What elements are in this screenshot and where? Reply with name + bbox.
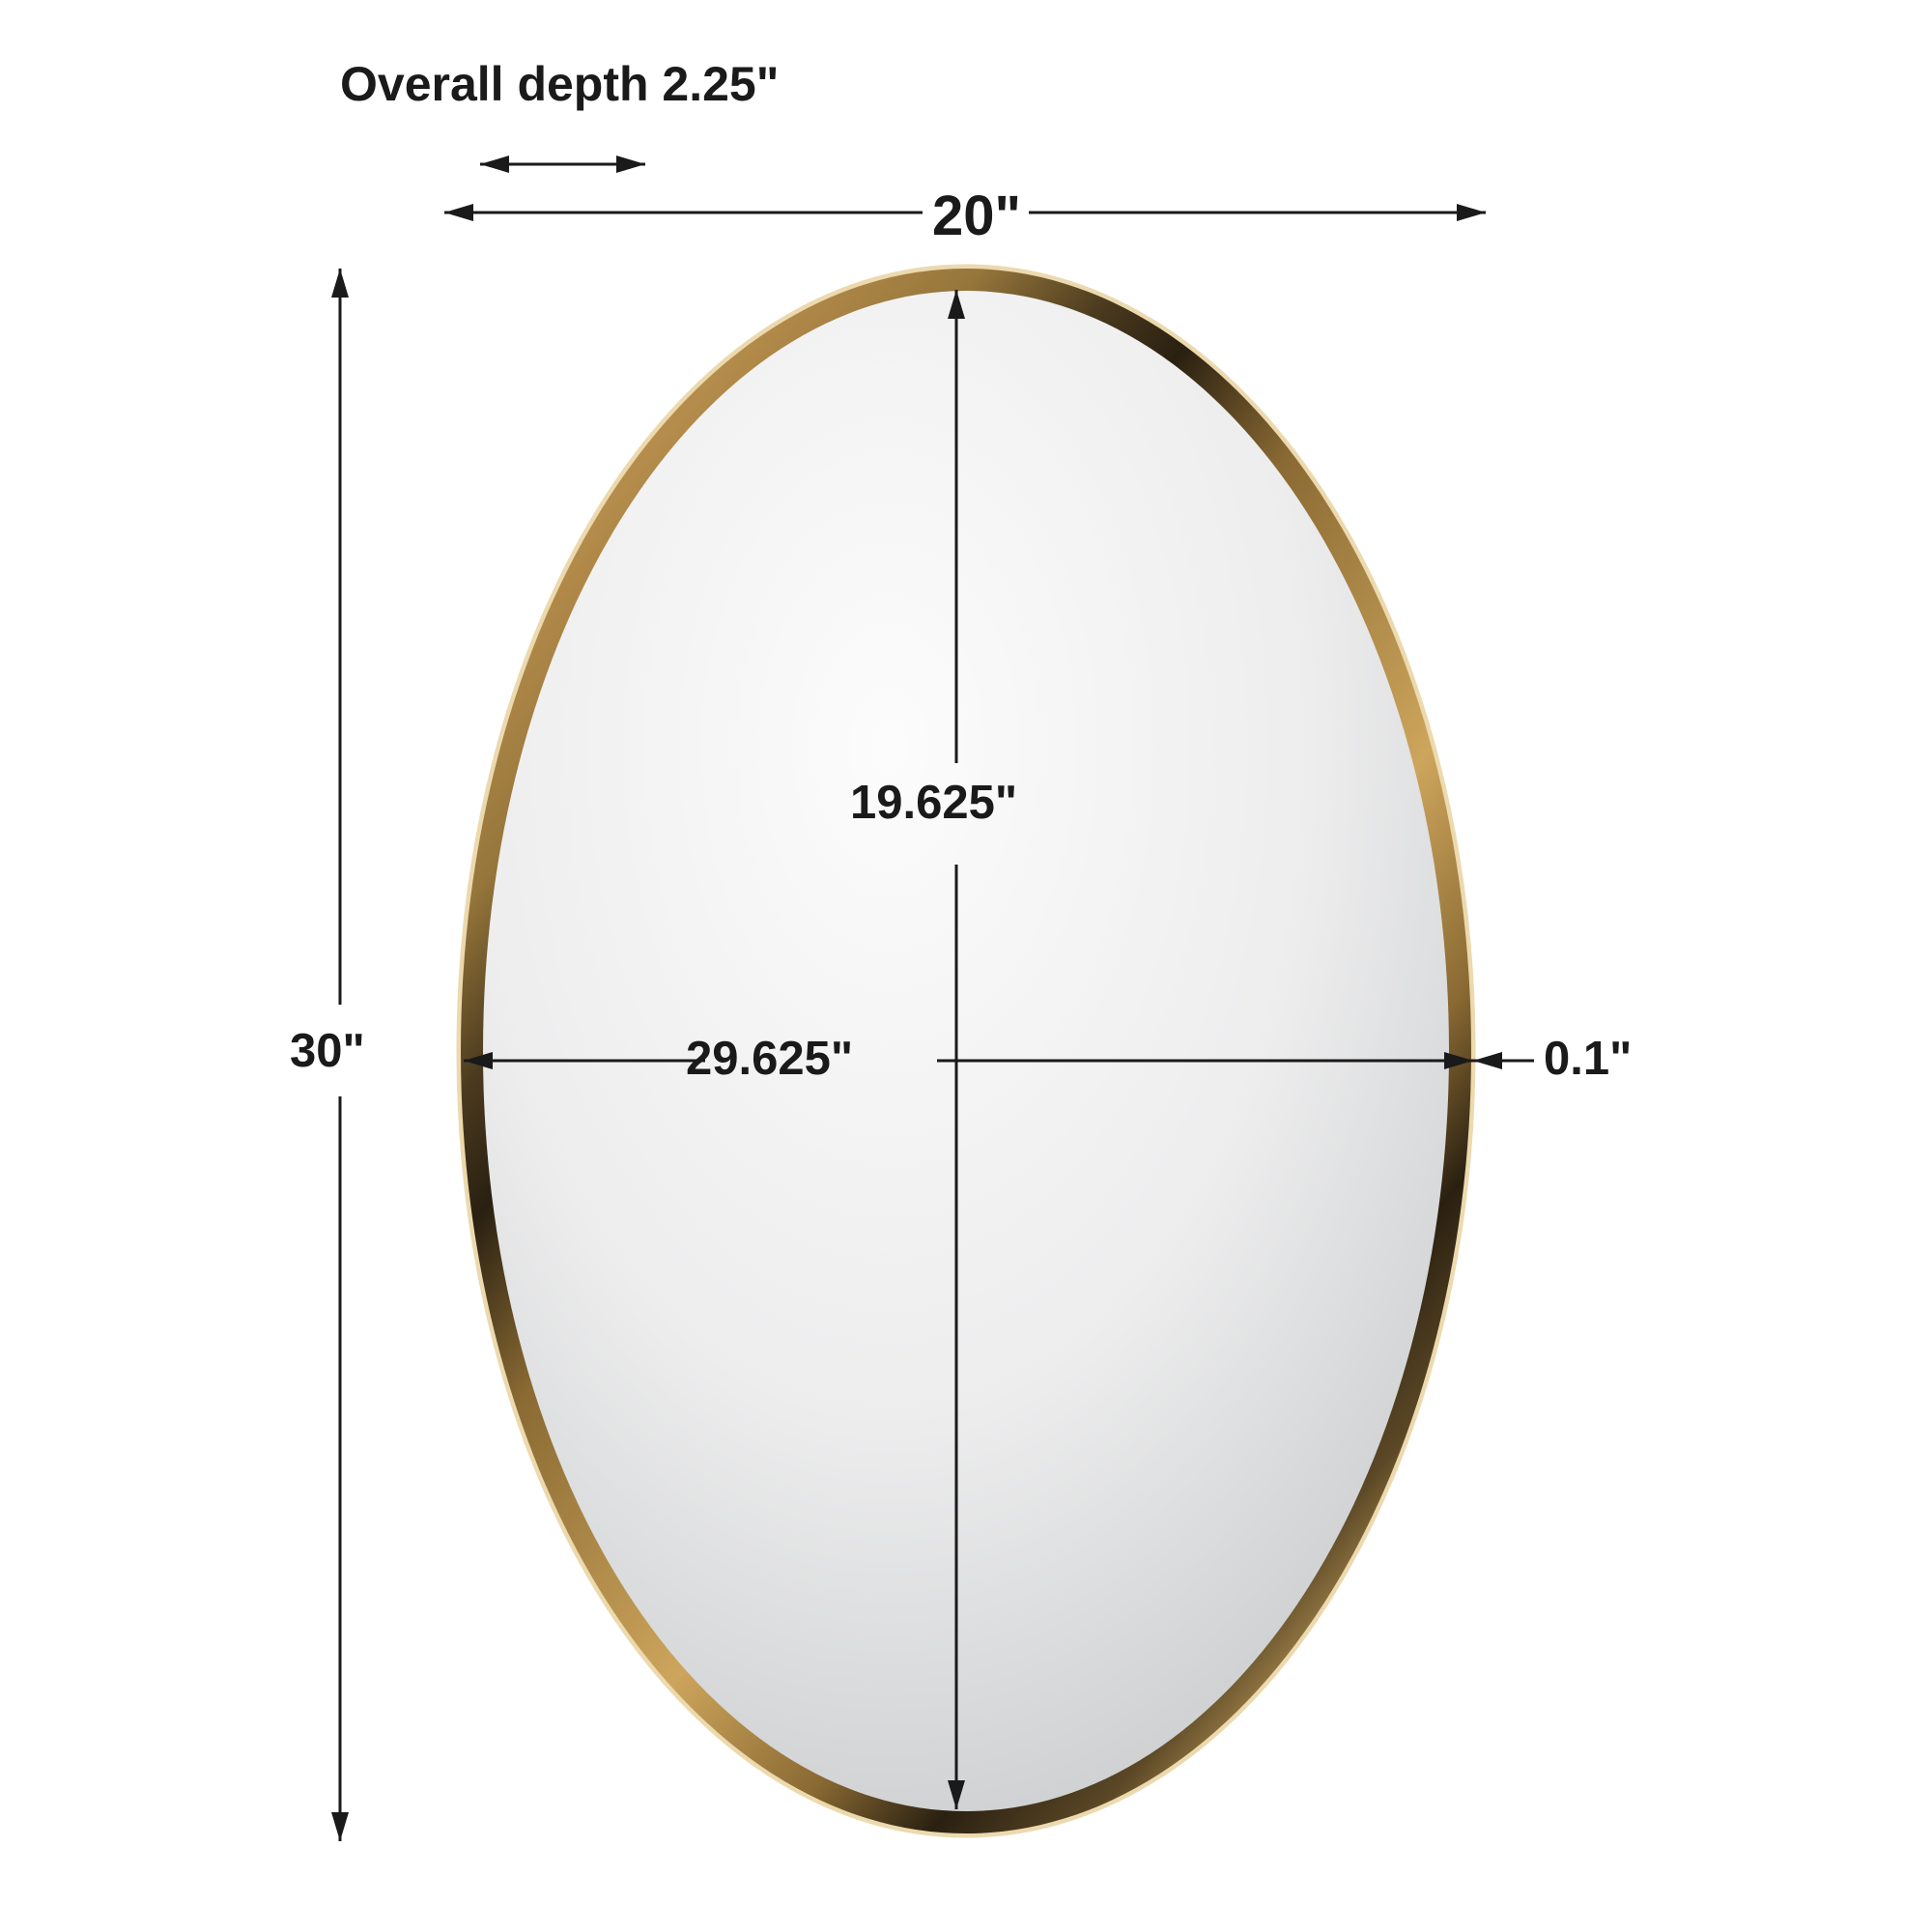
svg-text:Overall depth 2.25": Overall depth 2.25" xyxy=(340,57,779,111)
svg-text:0.1": 0.1" xyxy=(1544,1033,1632,1085)
svg-text:30": 30" xyxy=(290,1025,365,1077)
svg-text:20": 20" xyxy=(932,185,1021,247)
svg-text:19.625": 19.625" xyxy=(850,777,1017,829)
svg-text:29.625": 29.625" xyxy=(686,1033,853,1085)
